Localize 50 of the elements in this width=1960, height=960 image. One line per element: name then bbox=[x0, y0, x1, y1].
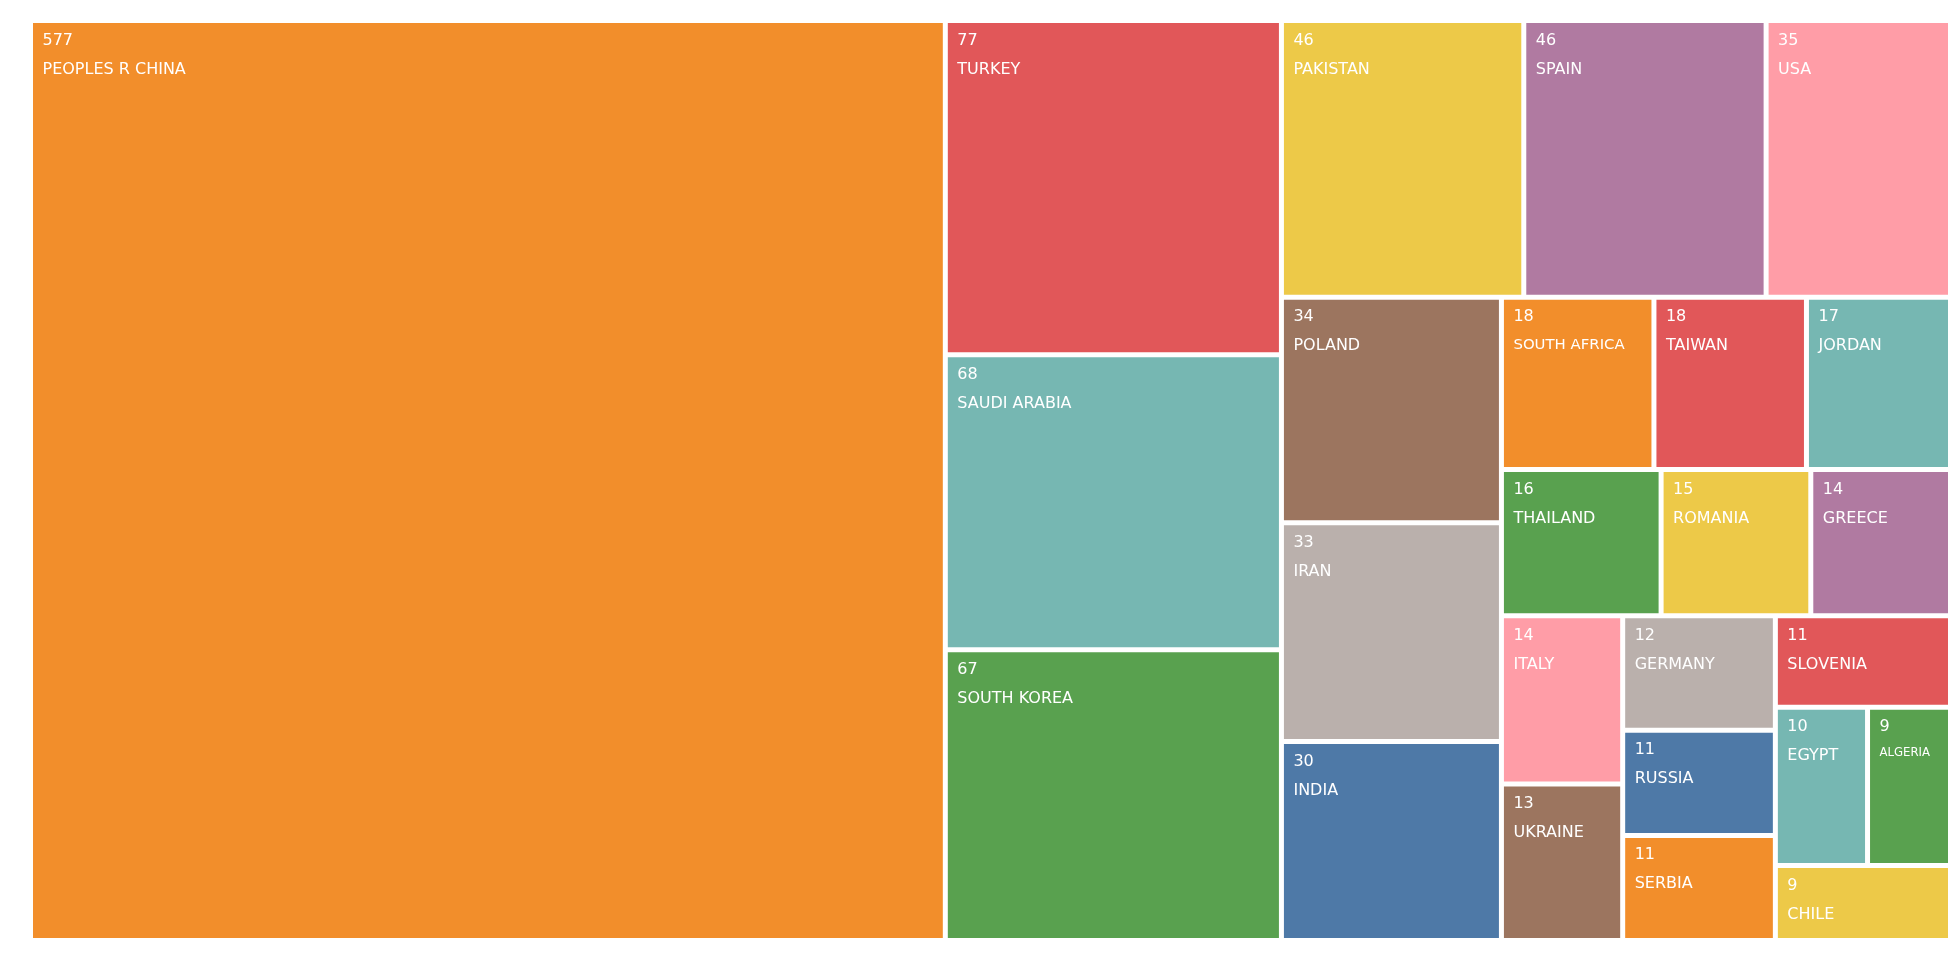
data-label: 35 bbox=[1778, 29, 1799, 49]
data-label: 14 bbox=[1822, 478, 1844, 498]
data-label: 18 bbox=[1665, 306, 1687, 326]
data-label: 17 bbox=[1818, 306, 1839, 326]
data-label: 46 bbox=[1535, 29, 1557, 49]
category-label: SLOVENIA bbox=[1787, 653, 1867, 673]
category-label: SOUTH KOREA bbox=[957, 687, 1074, 707]
data-label: 13 bbox=[1513, 793, 1534, 813]
data-label: 33 bbox=[1293, 531, 1314, 551]
category-label: ROMANIA bbox=[1673, 507, 1750, 527]
data-label: 34 bbox=[1293, 306, 1314, 326]
category-label: ALGERIA bbox=[1879, 745, 1931, 760]
data-label: 68 bbox=[957, 363, 978, 383]
category-label: POLAND bbox=[1293, 335, 1361, 355]
category-label: RUSSIA bbox=[1634, 768, 1694, 788]
data-label: 77 bbox=[957, 29, 978, 49]
category-label: SPAIN bbox=[1535, 58, 1583, 78]
category-label: USA bbox=[1778, 58, 1812, 78]
data-label: 11 bbox=[1787, 624, 1808, 644]
category-label: JORDAN bbox=[1817, 335, 1882, 355]
data-label: 15 bbox=[1673, 478, 1694, 498]
data-label: 11 bbox=[1634, 739, 1656, 759]
category-label: EGYPT bbox=[1787, 745, 1839, 765]
data-label: 18 bbox=[1513, 306, 1534, 326]
category-label: TURKEY bbox=[956, 58, 1021, 78]
data-label: 577 bbox=[42, 29, 74, 49]
category-label: THAILAND bbox=[1512, 507, 1596, 527]
category-label: IRAN bbox=[1293, 560, 1332, 580]
data-label: 11 bbox=[1634, 844, 1656, 864]
category-label: GERMANY bbox=[1634, 653, 1716, 673]
category-label: SERBIA bbox=[1634, 873, 1693, 893]
category-label: PAKISTAN bbox=[1293, 58, 1370, 78]
data-label: 30 bbox=[1293, 750, 1314, 770]
category-label: GREECE bbox=[1822, 507, 1888, 527]
category-label: PEOPLES R CHINA bbox=[42, 58, 186, 78]
data-label: 9 bbox=[1787, 874, 1798, 894]
data-label: 14 bbox=[1513, 624, 1534, 644]
category-label: ITALY bbox=[1513, 653, 1555, 673]
category-label: SOUTH AFRICA bbox=[1513, 335, 1626, 354]
category-label: UKRAINE bbox=[1513, 822, 1584, 842]
data-label: 46 bbox=[1293, 29, 1314, 49]
data-label: 12 bbox=[1634, 624, 1656, 644]
data-label: 16 bbox=[1513, 478, 1534, 498]
data-label: 9 bbox=[1879, 716, 1890, 736]
category-label: INDIA bbox=[1293, 779, 1339, 799]
data-label: 10 bbox=[1787, 716, 1808, 736]
category-label: CHILE bbox=[1787, 903, 1835, 923]
category-label: TAIWAN bbox=[1664, 335, 1729, 355]
data-label: 67 bbox=[957, 658, 978, 678]
category-label: SAUDI ARABIA bbox=[957, 392, 1072, 412]
